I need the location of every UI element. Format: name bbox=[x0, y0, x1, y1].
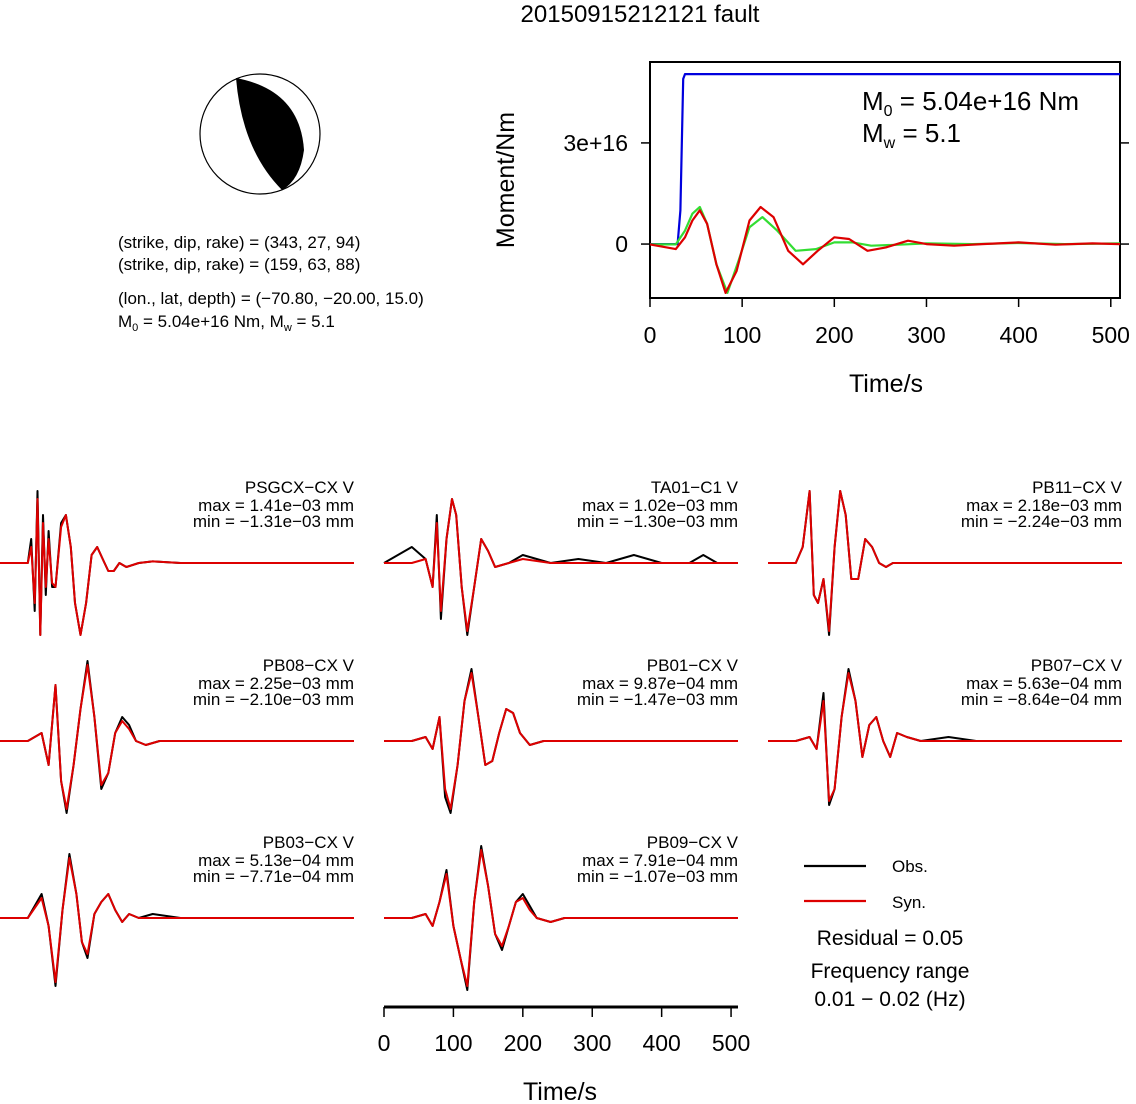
frequency-range-label: Frequency range bbox=[811, 960, 970, 983]
station-min: min = −8.64e−04 mm bbox=[961, 690, 1122, 709]
waveform-xtick-label: 400 bbox=[642, 1030, 680, 1056]
waveform-xtick-label: 200 bbox=[504, 1030, 542, 1056]
station-min: min = −7.71e−04 mm bbox=[193, 867, 354, 886]
moment-xtick-label: 200 bbox=[815, 322, 853, 348]
location-line: (lon., lat, depth) = (−70.80, −20.00, 15… bbox=[118, 289, 424, 308]
figure-title: 20150915212121 fault bbox=[521, 1, 760, 28]
synthetic-trace bbox=[768, 672, 1122, 802]
waveform-xtick-label: 100 bbox=[434, 1030, 472, 1056]
synthetic-trace bbox=[384, 498, 738, 632]
station-max: max = 5.63e−04 mm bbox=[966, 674, 1122, 693]
synthetic-trace bbox=[0, 664, 354, 810]
waveform-xtick-label: 300 bbox=[573, 1030, 611, 1056]
waveform-xlabel: Time/s bbox=[523, 1078, 597, 1104]
moment-annotation-m0: M0 = 5.04e+16 Nm bbox=[862, 86, 1079, 120]
station-max: max = 5.13e−04 mm bbox=[198, 851, 354, 870]
synthetic-trace bbox=[768, 490, 1122, 632]
mechanism-line-2: (strike, dip, rake) = (159, 63, 88) bbox=[118, 255, 360, 274]
frequency-range-value: 0.01 − 0.02 (Hz) bbox=[814, 988, 965, 1011]
synthetic-trace bbox=[0, 498, 354, 636]
waveform-legend: Obs. Syn. bbox=[804, 857, 928, 912]
station-max: max = 1.41e−03 mm bbox=[198, 496, 354, 515]
synthetic-trace bbox=[384, 672, 738, 810]
moment-line: M0 = 5.04e+16 Nm, Mw = 5.1 bbox=[118, 312, 335, 334]
moment-ytick-label: 0 bbox=[615, 231, 628, 257]
station-min: min = −2.10e−03 mm bbox=[193, 690, 354, 709]
station-max: max = 1.02e−03 mm bbox=[582, 496, 738, 515]
focal-mechanism-beachball bbox=[199, 73, 321, 195]
moment-xtick-label: 400 bbox=[999, 322, 1037, 348]
station-max: max = 2.18e−03 mm bbox=[966, 496, 1122, 515]
station-name: TA01−C1 V bbox=[651, 478, 739, 497]
station-name: PB09−CX V bbox=[647, 833, 739, 852]
moment-xlabel: Time/s bbox=[849, 370, 923, 398]
synthetic-trace bbox=[0, 857, 354, 983]
station-min: min = −2.24e−03 mm bbox=[961, 512, 1122, 531]
waveform-time-axis: 0 100 200 300 400 500 bbox=[378, 1005, 750, 1056]
waveform-xtick-label: 0 bbox=[378, 1030, 391, 1056]
moment-series-1 bbox=[650, 205, 1121, 294]
station-name: PB11−CX V bbox=[1032, 478, 1123, 497]
station-name: PB07−CX V bbox=[1031, 656, 1123, 675]
mechanism-line-1: (strike, dip, rake) = (343, 27, 94) bbox=[118, 233, 360, 252]
moment-ylabel: Moment/Nm bbox=[492, 112, 520, 248]
station-max: max = 9.87e−04 mm bbox=[582, 674, 738, 693]
legend-obs-label: Obs. bbox=[892, 857, 928, 876]
moment-xtick-label: 0 bbox=[644, 322, 657, 348]
moment-chart-frame bbox=[649, 61, 1121, 299]
station-name: PB08−CX V bbox=[263, 656, 355, 675]
station-max: max = 2.25e−03 mm bbox=[198, 674, 354, 693]
moment-xtick-label: 500 bbox=[1092, 322, 1130, 348]
moment-series-2 bbox=[649, 205, 1121, 294]
station-min: min = −1.47e−03 mm bbox=[577, 690, 738, 709]
station-max: max = 7.91e−04 mm bbox=[582, 851, 738, 870]
residual-label: Residual = 0.05 bbox=[817, 927, 964, 950]
legend-syn-label: Syn. bbox=[892, 893, 926, 912]
station-name: PB03−CX V bbox=[263, 833, 355, 852]
station-name: PSGCX−CX V bbox=[245, 478, 355, 497]
moment-ytick-label: 3e+16 bbox=[563, 130, 628, 156]
station-min: min = −1.31e−03 mm bbox=[193, 512, 354, 531]
station-name: PB01−CX V bbox=[647, 656, 739, 675]
moment-xtick-label: 100 bbox=[723, 322, 761, 348]
synthetic-trace bbox=[384, 849, 738, 987]
waveform-xtick-label: 500 bbox=[712, 1030, 750, 1056]
moment-annotation-mw: Mw = 5.1 bbox=[862, 118, 961, 152]
station-min: min = −1.30e−03 mm bbox=[577, 512, 738, 531]
moment-xtick-label: 300 bbox=[907, 322, 945, 348]
station-min: min = −1.07e−03 mm bbox=[577, 867, 738, 886]
